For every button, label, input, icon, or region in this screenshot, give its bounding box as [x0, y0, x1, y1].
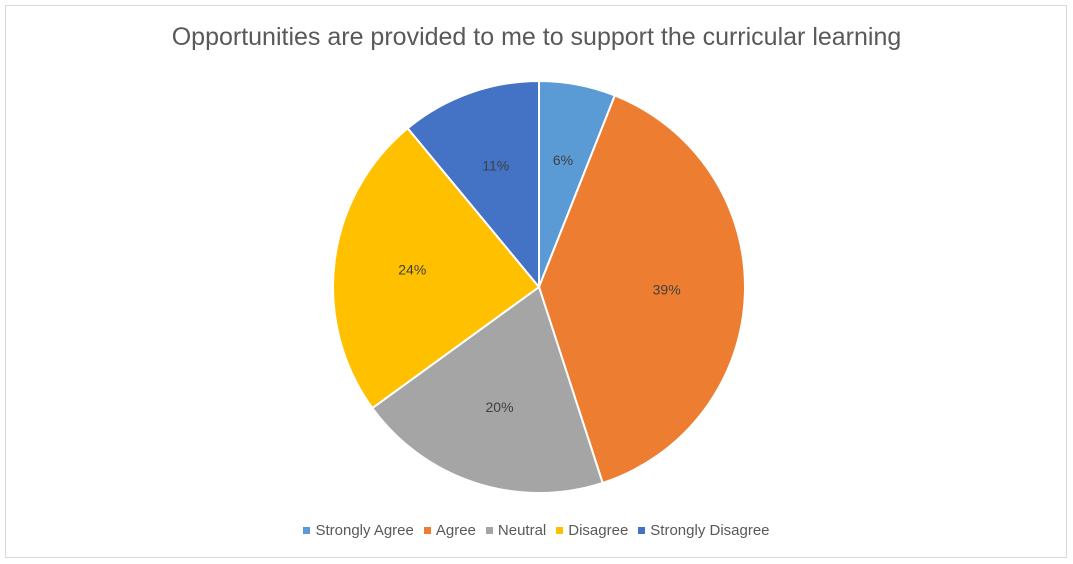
legend-item-agree: Agree — [423, 522, 476, 539]
chart-legend: Strongly Agree Agree Neutral Disagree Strong… — [0, 522, 1073, 539]
legend-swatch — [485, 527, 493, 534]
legend-label: Strongly Agree — [315, 522, 414, 539]
legend-item-strongly-agree: Strongly Agree — [303, 522, 414, 539]
data-label-agree: 39% — [653, 282, 681, 298]
pie-slice-neutral — [370, 285, 604, 494]
pie-slice-agree — [537, 94, 746, 485]
legend-item-strongly-disagree: Strongly Disagree — [638, 522, 770, 539]
legend-label: Agree — [435, 522, 476, 539]
legend-item-neutral: Neutral — [485, 522, 547, 539]
pie-slice-disagree — [332, 126, 541, 410]
data-label-disagree: 24% — [398, 262, 426, 278]
data-label-strongly-disagree: 11% — [482, 158, 509, 174]
legend-swatch — [303, 527, 311, 534]
data-label-neutral: 20% — [486, 399, 514, 415]
pie-slice-strongly-disagree — [406, 79, 540, 290]
legend-label: Disagree — [568, 522, 629, 539]
legend-label: Neutral — [497, 522, 547, 539]
legend-item-disagree: Disagree — [556, 522, 628, 539]
legend-label: Strongly Disagree — [650, 522, 770, 539]
data-label-strongly-agree: 6% — [553, 152, 573, 168]
chart-title: Opportunities are provided to me to supp… — [171, 23, 902, 51]
legend-swatch — [638, 527, 646, 534]
legend-swatch — [423, 527, 431, 534]
legend-swatch — [556, 527, 564, 534]
